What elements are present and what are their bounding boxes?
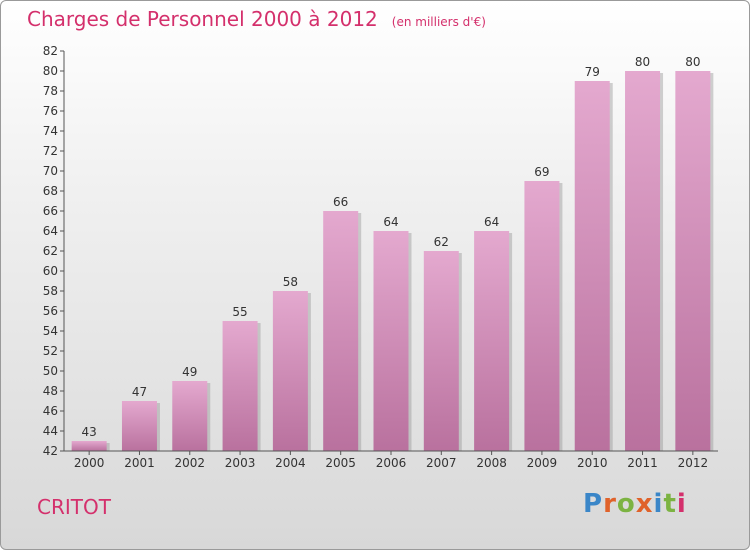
y-tick-label: 68 [43, 184, 58, 198]
bar [675, 71, 711, 451]
x-tick-label: 2005 [325, 456, 356, 470]
proxiti-logo: Proxiti [583, 489, 687, 519]
y-tick-label: 48 [43, 384, 58, 398]
x-tick-label: 2011 [627, 456, 658, 470]
bar [625, 71, 661, 451]
y-tick-label: 52 [43, 344, 58, 358]
bar-value-label: 80 [685, 55, 700, 69]
bar-value-label: 79 [585, 65, 600, 79]
bar [373, 231, 409, 451]
x-tick-label: 2010 [577, 456, 608, 470]
x-tick-label: 2004 [275, 456, 306, 470]
y-tick-label: 76 [43, 104, 58, 118]
y-tick-label: 50 [43, 364, 58, 378]
logo-letter: t [663, 489, 677, 519]
x-tick-label: 2008 [476, 456, 507, 470]
y-tick-label: 42 [43, 444, 58, 458]
bar [423, 251, 459, 451]
bar [474, 231, 510, 451]
bar-value-label: 58 [283, 275, 298, 289]
x-tick-label: 2009 [527, 456, 558, 470]
y-tick-label: 74 [43, 124, 58, 138]
bar-value-label: 62 [434, 235, 449, 249]
y-tick-label: 54 [43, 324, 58, 338]
bar-value-label: 43 [82, 425, 97, 439]
x-tick-label: 2000 [74, 456, 105, 470]
x-tick-label: 2007 [426, 456, 457, 470]
x-tick-label: 2003 [225, 456, 256, 470]
y-tick-label: 72 [43, 144, 58, 158]
bar-value-label: 66 [333, 195, 348, 209]
bar-value-label: 69 [534, 165, 549, 179]
y-tick-label: 62 [43, 244, 58, 258]
y-tick-label: 64 [43, 224, 58, 238]
logo-letter: P [583, 489, 604, 519]
bars: 43 47 49 55 58 66 64 62 64 69 79 80 80 [71, 55, 714, 451]
bar [71, 441, 107, 451]
logo-letter: r [603, 489, 617, 519]
y-tick-label: 70 [43, 164, 58, 178]
y-tick-label: 44 [43, 424, 58, 438]
y-tick-label: 60 [43, 264, 58, 278]
y-tick-label: 58 [43, 284, 58, 298]
bar [524, 181, 560, 451]
bar [323, 211, 359, 451]
y-tick-label: 66 [43, 204, 58, 218]
bar-value-label: 64 [383, 215, 398, 229]
y-tick-label: 46 [43, 404, 58, 418]
bar [222, 321, 258, 451]
chart-title: Charges de Personnel 2000 à 2012 (en mill… [27, 7, 486, 31]
x-tick-label: 2006 [376, 456, 407, 470]
y-tick-label: 80 [43, 64, 58, 78]
bar-value-label: 49 [182, 365, 197, 379]
bar [574, 81, 610, 451]
chart-title-text: Charges de Personnel 2000 à 2012 [27, 7, 378, 31]
bar-value-label: 47 [132, 385, 147, 399]
bar-value-label: 55 [232, 305, 247, 319]
bar-value-label: 80 [635, 55, 650, 69]
y-axis: 42 44 46 48 50 52 54 56 58 60 62 64 66 68 70 72 74 76 78 80… [43, 44, 65, 458]
commune-name: CRITOT [37, 495, 111, 519]
chart-unit: (en milliers d'€) [391, 15, 486, 29]
y-tick-label: 56 [43, 304, 58, 318]
logo-letter: i [676, 489, 687, 519]
x-tick-label: 2001 [124, 456, 155, 470]
logo-letter: o [616, 489, 636, 519]
bar [172, 381, 208, 451]
bar-value-label: 64 [484, 215, 499, 229]
x-tick-label: 2002 [174, 456, 205, 470]
y-tick-label: 78 [43, 84, 58, 98]
logo-letter: x [635, 489, 654, 519]
bar [272, 291, 308, 451]
x-axis: 2000 2001 2002 2003 2004 2005 2006 2007 2008 2009… [64, 450, 718, 470]
x-tick-label: 2012 [678, 456, 709, 470]
y-tick-label: 82 [43, 44, 58, 58]
logo-letter: i [653, 489, 664, 519]
bar [121, 401, 157, 451]
